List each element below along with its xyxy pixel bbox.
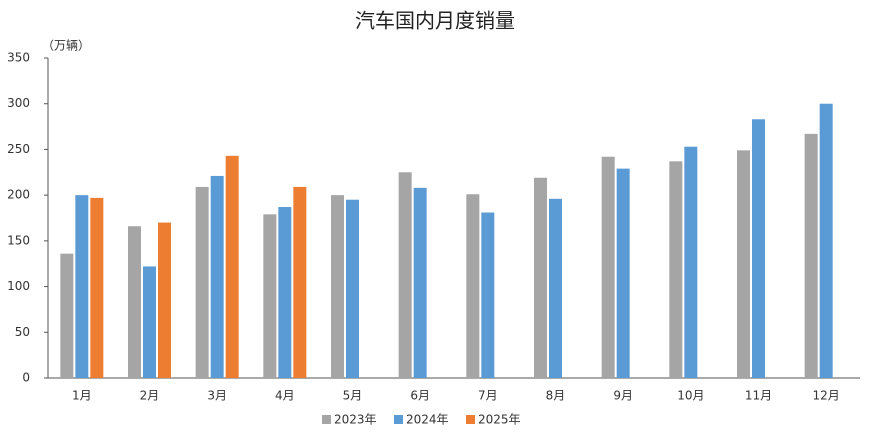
bar: [737, 150, 750, 378]
legend-swatch: [322, 415, 331, 424]
x-tick-label: 1月: [72, 389, 92, 403]
bar: [413, 187, 427, 378]
bar: [601, 156, 615, 378]
x-tick-label: 8月: [546, 389, 566, 403]
bar: [75, 195, 89, 378]
x-tick-label: 4月: [275, 389, 295, 403]
y-tick-label: 200: [7, 188, 30, 202]
bar: [481, 212, 495, 378]
bar: [616, 168, 630, 378]
bar: [225, 155, 239, 378]
bar: [804, 133, 818, 378]
chart-title: 汽车国内月度销量: [355, 9, 515, 33]
bar: [90, 197, 104, 378]
bar: [128, 226, 141, 378]
x-tick-label: 12月: [813, 389, 840, 403]
legend-swatch: [394, 415, 403, 424]
y-tick-label: 250: [7, 142, 30, 156]
bar: [752, 119, 765, 378]
y-tick-label: 300: [7, 96, 30, 110]
bar: [195, 186, 209, 378]
bar: [60, 253, 74, 378]
bar: [398, 172, 412, 378]
y-tick-label: 0: [22, 371, 30, 385]
x-tick-label: 2月: [140, 389, 160, 403]
x-tick-label: 6月: [410, 389, 430, 403]
bar: [534, 177, 547, 378]
bar: [143, 266, 156, 378]
x-tick-label: 3月: [207, 389, 227, 403]
y-unit: （万辆）: [42, 39, 90, 53]
legend-label: 2023年: [334, 413, 377, 427]
bar: [549, 198, 562, 378]
x-tick-label: 11月: [745, 389, 772, 403]
bar: [158, 222, 171, 378]
bar: [466, 194, 480, 378]
x-tick-label: 10月: [677, 389, 704, 403]
bar: [293, 186, 307, 378]
bar: [278, 207, 292, 378]
bar: [210, 175, 224, 378]
legend-label: 2025年: [478, 413, 521, 427]
legend-swatch: [466, 415, 475, 424]
y-tick-label: 350: [7, 51, 30, 65]
bar: [331, 195, 344, 378]
bar: [669, 161, 683, 378]
y-tick-label: 100: [7, 279, 30, 293]
legend-label: 2024年: [406, 413, 449, 427]
y-tick-label: 50: [15, 325, 30, 339]
x-tick-label: 5月: [343, 389, 363, 403]
x-tick-label: 9月: [613, 389, 633, 403]
y-tick-label: 150: [7, 233, 30, 247]
bar: [263, 214, 277, 378]
bar: [684, 146, 698, 378]
bar: [819, 103, 833, 378]
x-tick-label: 7月: [478, 389, 498, 403]
bar: [346, 199, 359, 378]
